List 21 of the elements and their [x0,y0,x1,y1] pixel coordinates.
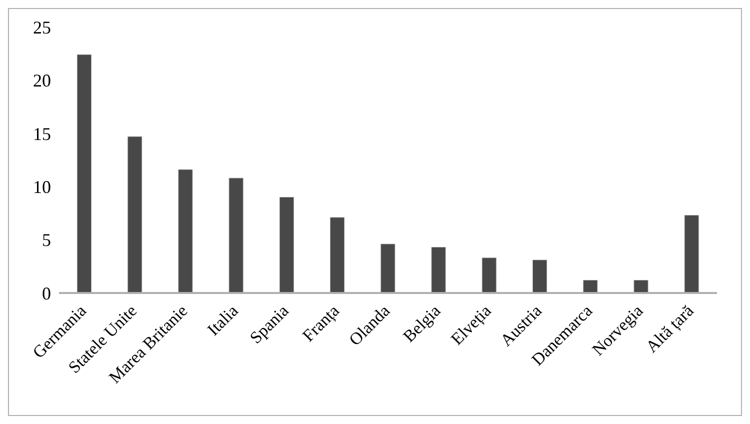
bar [178,169,193,293]
y-tick-label: 15 [33,124,51,144]
x-tick-label: Italia [204,300,242,340]
bar [380,244,396,293]
bar [228,178,244,293]
x-tick-label: Altă țară [642,300,698,356]
bar [128,136,142,293]
bar [431,247,446,293]
bar [76,54,92,293]
y-tick-label: 25 [33,17,51,38]
bar [330,217,345,293]
bar [482,258,496,293]
bar [684,215,699,293]
bar [532,260,548,293]
y-tick-label: 5 [42,230,51,250]
y-tick-label: 10 [33,176,51,197]
y-tick-label: 0 [42,283,51,304]
bar [634,280,648,293]
bar [583,280,598,293]
bar [279,196,294,293]
y-tick-label: 20 [33,70,51,91]
